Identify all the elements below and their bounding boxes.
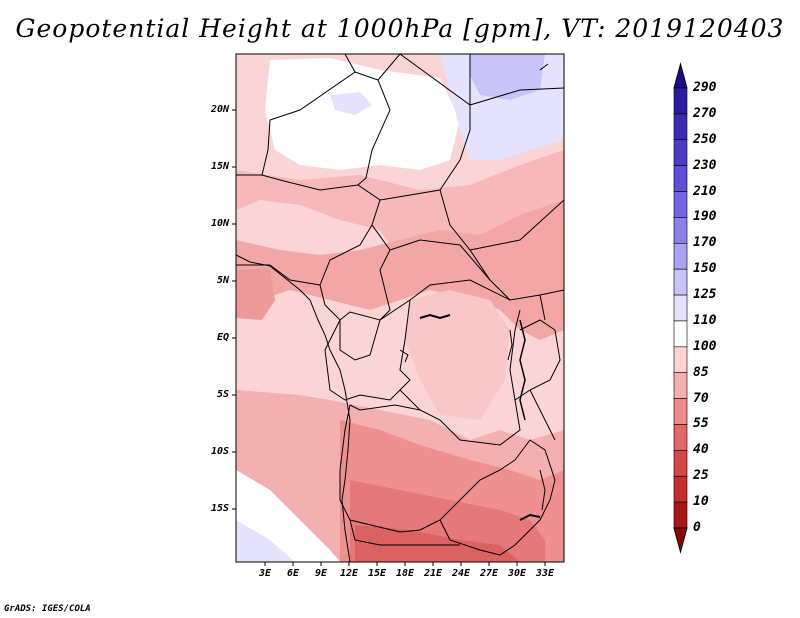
colorbar-label: 210 <box>693 183 717 199</box>
lat-label: 15S <box>210 503 229 514</box>
field-high-northeast-core <box>470 54 545 100</box>
colorbar-swatch <box>673 165 688 192</box>
field-region-lowest-core <box>355 525 520 562</box>
colorbar-swatch <box>673 372 688 399</box>
lon-label: 6E <box>286 568 300 579</box>
height-field <box>236 54 564 562</box>
lat-label: 15N <box>210 161 229 172</box>
colorbar-label: 85 <box>693 364 709 380</box>
colorbar-swatch <box>673 398 688 425</box>
lat-ticks <box>232 109 236 510</box>
lon-label: 24E <box>451 568 471 579</box>
colorbar-swatch <box>673 501 688 529</box>
colorbar-label: 110 <box>693 312 717 328</box>
colorbar-label: 40 <box>693 442 709 458</box>
country-borders <box>236 54 564 562</box>
colorbar-label: 55 <box>693 416 709 432</box>
field-high-north <box>265 58 460 170</box>
colorbar-swatch <box>673 320 688 348</box>
lon-label: 33E <box>535 568 555 579</box>
lat-label: 20N <box>210 104 229 115</box>
colorbar-label: 0 <box>693 520 701 535</box>
colorbar-label: 230 <box>693 157 717 173</box>
colorbar-label: 290 <box>693 80 717 95</box>
colorbar-label: 125 <box>693 287 717 303</box>
lon-label: 27E <box>479 568 499 579</box>
colorbar-swatch <box>673 113 688 141</box>
lat-label: EQ <box>216 332 229 343</box>
colorbar-swatch <box>673 424 688 451</box>
grads-credit: GrADS: IGES/COLA <box>4 604 91 614</box>
colorbar-swatch <box>673 191 688 218</box>
lon-label: 18E <box>395 568 415 579</box>
colorbar-label: 270 <box>693 105 717 121</box>
lon-label: 12E <box>339 568 359 579</box>
map-title: Geopotential Height at 1000hPa [gpm], VT… <box>15 14 785 43</box>
colorbar-label: 70 <box>693 390 709 406</box>
map-frame <box>235 53 565 563</box>
lon-label: 9E <box>314 568 328 579</box>
colorbar-label: 25 <box>693 468 709 484</box>
colorbar-label: 170 <box>693 235 717 251</box>
field-region-central <box>236 200 564 340</box>
colorbar-arrow-top <box>673 62 688 89</box>
field-high-southwest-core <box>236 520 295 562</box>
lon-ticks <box>264 562 546 566</box>
lat-label: 5S <box>216 389 229 400</box>
lat-label: 10S <box>210 446 229 457</box>
colorbar-label: 10 <box>693 494 709 510</box>
colorbar-swatch <box>673 450 688 477</box>
colorbar-label: 100 <box>693 338 717 354</box>
colorbar-label: 190 <box>693 209 717 225</box>
lat-label: 5N <box>216 275 229 286</box>
lon-label: 21E <box>423 568 443 579</box>
colorbar-swatch <box>673 268 688 296</box>
colorbar-swatch <box>673 242 688 270</box>
colorbar-arrow-bottom <box>673 527 688 554</box>
field-region-west <box>236 268 275 320</box>
field-region-central-plateau <box>405 290 510 420</box>
colorbar-swatch <box>673 217 688 244</box>
colorbar-swatch <box>673 87 688 115</box>
colorbar-swatch <box>673 139 688 166</box>
lon-label: 15E <box>367 568 387 579</box>
colorbar-swatch <box>673 294 688 322</box>
colorbar-label: 150 <box>693 261 717 277</box>
colorbar-swatch <box>673 475 688 503</box>
lon-label: 30E <box>507 568 527 579</box>
lon-label: 3E <box>258 568 272 579</box>
lat-label: 10N <box>210 218 229 229</box>
field-high-central-blob <box>330 92 372 115</box>
colorbar-label: 250 <box>693 131 717 147</box>
colorbar-swatch <box>673 346 688 374</box>
colorbar <box>673 62 688 554</box>
